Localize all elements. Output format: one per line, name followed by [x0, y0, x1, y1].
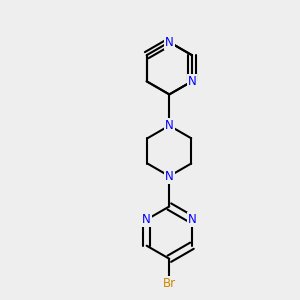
- Text: Br: Br: [163, 277, 176, 290]
- Text: N: N: [188, 75, 196, 88]
- Text: N: N: [165, 36, 174, 49]
- Text: N: N: [188, 213, 196, 226]
- Text: N: N: [142, 213, 151, 226]
- Text: N: N: [165, 119, 174, 132]
- Text: N: N: [165, 170, 174, 183]
